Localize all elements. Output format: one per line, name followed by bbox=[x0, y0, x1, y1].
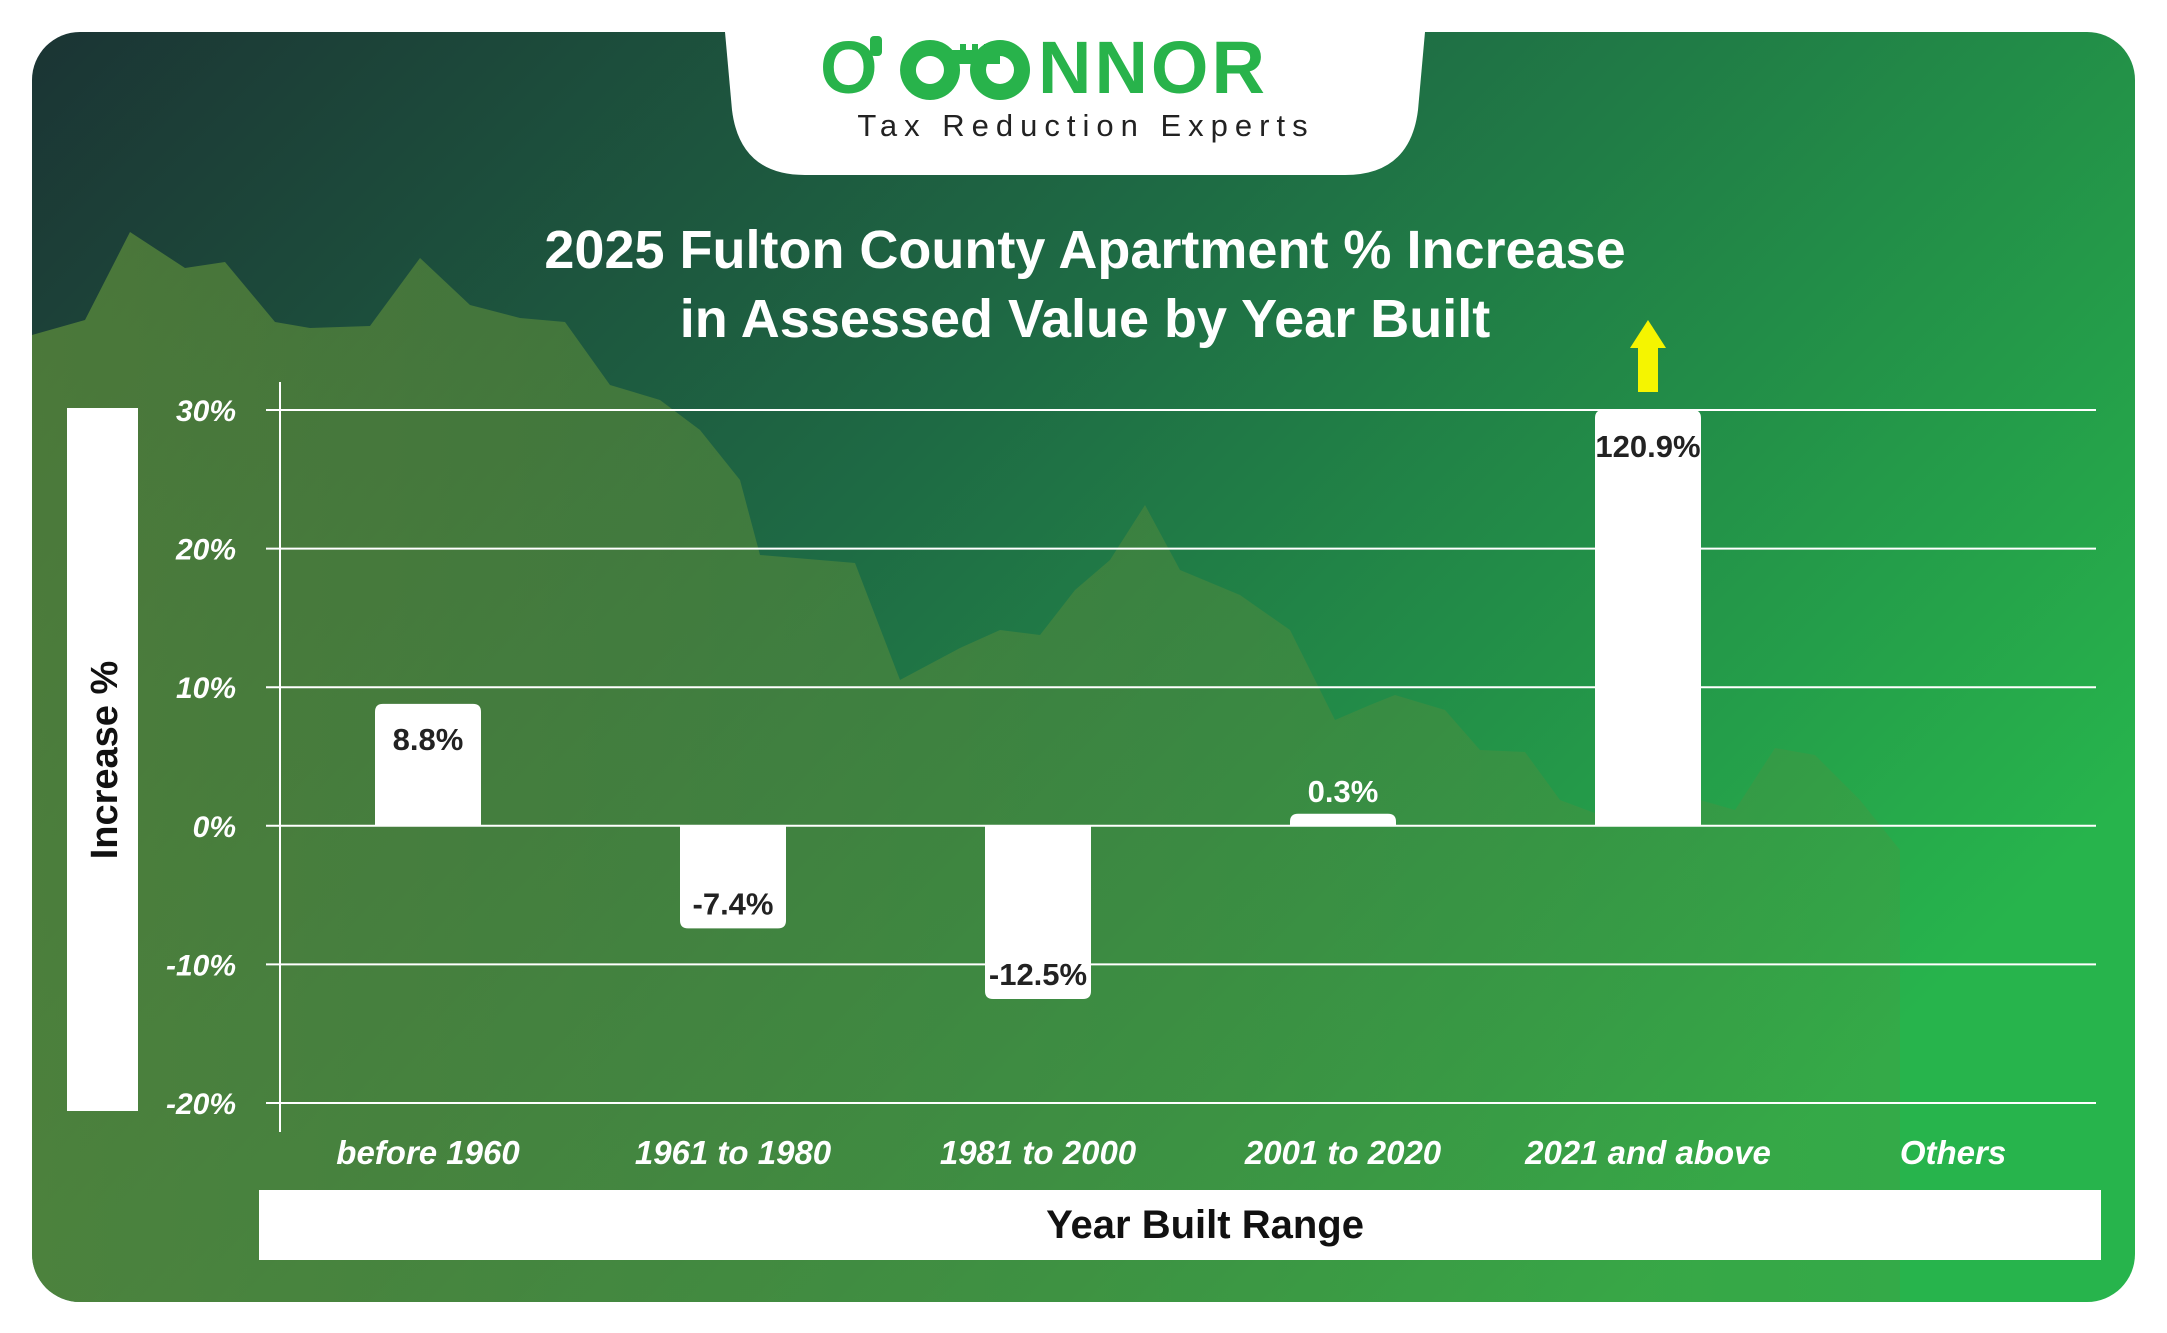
gridlines bbox=[266, 382, 2096, 1132]
x-tick-label: 1961 to 1980 bbox=[635, 1134, 832, 1171]
x-tick-label: 1981 to 2000 bbox=[940, 1134, 1137, 1171]
x-axis-label-box bbox=[259, 1190, 2101, 1260]
value-labels: 8.8% -7.4% -12.5% 0.3% 120.9% bbox=[393, 429, 1701, 992]
brand-tagline: Tax Reduction Experts bbox=[857, 108, 1314, 143]
y-tick-label: 20% bbox=[175, 534, 236, 567]
value-label: -12.5% bbox=[989, 957, 1087, 992]
brand-name-right: NNOR bbox=[1038, 26, 1268, 109]
brand-apostrophe bbox=[870, 36, 882, 56]
value-label: 8.8% bbox=[393, 722, 464, 757]
logo-key-icon bbox=[900, 40, 1030, 100]
bar bbox=[1290, 813, 1396, 826]
brand-logo: O NNOR Tax Reduction Experts bbox=[820, 26, 1314, 143]
x-tick-label: before 1960 bbox=[336, 1134, 520, 1171]
mountain-decoration bbox=[32, 232, 1900, 1302]
y-tick-label: 0% bbox=[193, 811, 236, 844]
logo-tab bbox=[725, 32, 1425, 175]
x-tick-label: Others bbox=[1900, 1134, 2006, 1171]
x-tick-label: 2021 and above bbox=[1524, 1134, 1771, 1171]
y-axis-label: Increase % bbox=[84, 661, 126, 860]
x-axis-label: Year Built Range bbox=[1046, 1203, 1364, 1247]
bars bbox=[375, 410, 1701, 1000]
bar bbox=[1595, 410, 1701, 826]
x-tick-label: 2001 to 2020 bbox=[1244, 1134, 1442, 1171]
overflow-arrow-icon bbox=[1630, 320, 1666, 392]
value-label: -7.4% bbox=[693, 886, 774, 921]
bar bbox=[375, 703, 481, 826]
chart-title-line2: in Assessed Value by Year Built bbox=[680, 289, 1490, 349]
y-tick-label: -10% bbox=[166, 949, 236, 982]
y-tick-label: -20% bbox=[166, 1088, 236, 1121]
chart-title-line1: 2025 Fulton County Apartment % Increase bbox=[544, 220, 1625, 280]
bar bbox=[985, 825, 1091, 1000]
value-label: 120.9% bbox=[1595, 429, 1700, 464]
x-tick-labels: before 1960 1961 to 1980 1981 to 2000 2001 … bbox=[336, 1134, 2006, 1171]
y-tick-labels: 30% 20% 10% 0% -10% -20% bbox=[166, 395, 236, 1121]
y-tick-label: 30% bbox=[176, 395, 236, 428]
y-tick-label: 10% bbox=[176, 672, 236, 705]
value-label: 0.3% bbox=[1308, 774, 1379, 809]
overflow-indicators bbox=[1630, 320, 1666, 392]
y-axis-label-box bbox=[67, 408, 138, 1111]
bar bbox=[680, 825, 786, 929]
brand-name-left: O bbox=[820, 26, 881, 109]
